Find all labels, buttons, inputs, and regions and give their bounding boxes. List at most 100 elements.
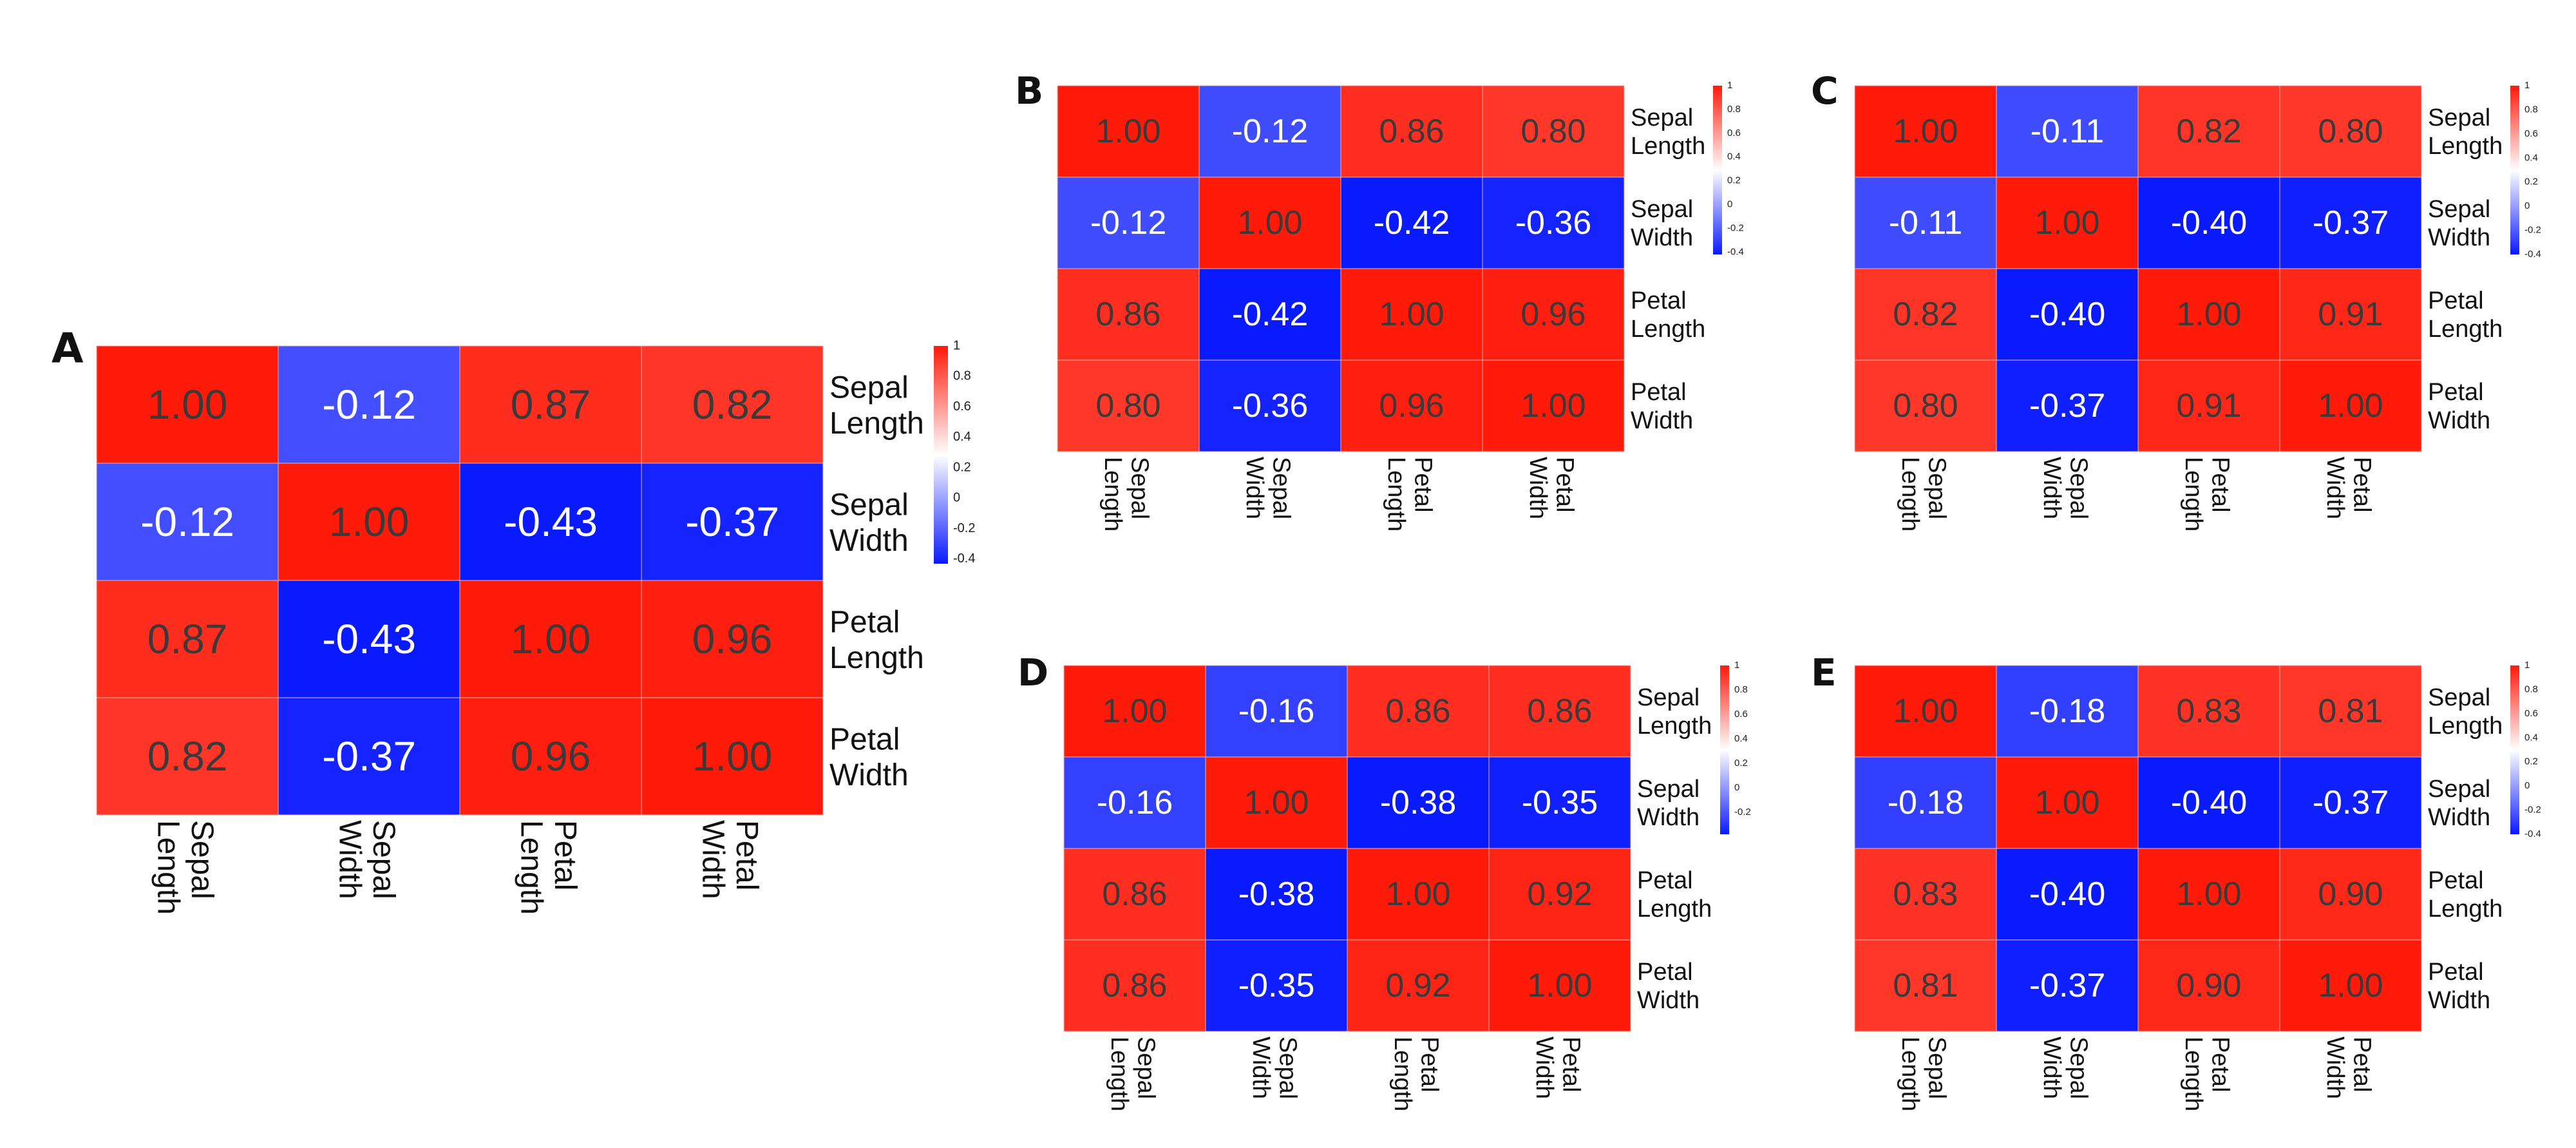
legend-tick-label: 1 — [1727, 80, 1732, 91]
heatmap-cell-value: 0.87 — [511, 381, 591, 428]
heatmap-cell — [2137, 177, 2280, 269]
heatmap-cell — [2137, 85, 2280, 178]
heatmap-cell-value: 1.00 — [1095, 113, 1160, 150]
heatmap-cell-value: 1.00 — [2176, 875, 2241, 913]
panel-letter: C — [1811, 69, 1839, 113]
heatmap-cell — [1198, 85, 1341, 178]
heatmap-panels: A 1.00 -0.12 0.87 0.82 -0.12 1.00 -0.43 -0.37 0.8… — [52, 69, 2541, 1111]
heatmap-cell-value: -0.36 — [1232, 387, 1309, 425]
legend-tick-label: -0.2 — [2524, 805, 2541, 816]
heatmap-cell-value: 0.80 — [1520, 113, 1586, 150]
legend-tick-label: 0.8 — [1734, 684, 1748, 695]
heatmap-cell — [2279, 848, 2422, 941]
row-label: Sepal Width — [2428, 776, 2490, 831]
heatmap-cell-value: -0.40 — [2171, 204, 2248, 242]
heatmap-cell — [278, 697, 460, 816]
heatmap-cell — [2279, 756, 2422, 849]
heatmap-cell-value: 0.86 — [1102, 967, 1167, 1004]
heatmap-cell — [641, 463, 824, 581]
heatmap-cell — [2137, 939, 2280, 1032]
heatmap-cell-value: 1.00 — [2318, 387, 2383, 425]
heatmap-cell — [1057, 177, 1200, 269]
legend-tick-label: 0.6 — [1727, 128, 1741, 139]
column-label: PetalLength — [2180, 457, 2234, 531]
legend-tick-label: 0.8 — [2524, 104, 2538, 115]
column-label: PetalLength — [2180, 1037, 2234, 1111]
legend-tick-label: -0.2 — [1734, 807, 1751, 818]
heatmap-cell-value: -0.12 — [1090, 204, 1167, 242]
heatmap-cell — [1057, 359, 1200, 452]
heatmap-cell-value: -0.37 — [685, 499, 779, 545]
row-label: Petal Length — [829, 605, 924, 674]
row-label: Sepal Width — [1637, 776, 1700, 831]
column-label: SepalLength — [151, 820, 219, 915]
legend-tick-label: 0.4 — [1734, 733, 1748, 744]
heatmap-cell-value: 0.82 — [2176, 113, 2241, 150]
column-label: PetalLength — [1389, 1037, 1443, 1111]
heatmap-cell — [641, 580, 824, 698]
heatmap-cell-value: 0.81 — [2318, 693, 2383, 730]
heatmap-cell — [2137, 848, 2280, 941]
heatmap-cell-value: 1.00 — [1244, 784, 1309, 821]
legend-tick-label: 0 — [2524, 780, 2530, 791]
heatmap-cell — [96, 463, 279, 581]
legend-tick-label: -0.4 — [953, 551, 975, 566]
heatmap-cell-value: 1.00 — [1527, 967, 1592, 1004]
column-label: PetalLength — [514, 820, 582, 915]
heatmap-cell-value: -0.35 — [1238, 967, 1315, 1004]
heatmap-panel-a: A 1.00 -0.12 0.87 0.82 -0.12 1.00 -0.43 -0.37 0.8… — [52, 325, 975, 915]
legend-tick-label: 0.4 — [953, 430, 971, 444]
heatmap-cell-value: -0.11 — [1889, 204, 1963, 242]
heatmap-cell-value: 1.00 — [1102, 693, 1167, 730]
legend-tick-label: -0.4 — [2524, 828, 2541, 839]
row-label: Petal Width — [2428, 379, 2490, 434]
heatmap-cell — [2279, 85, 2422, 178]
panel-letter: E — [1811, 651, 1837, 694]
heatmap-cell-value: -0.43 — [322, 616, 416, 662]
heatmap-cell — [641, 697, 824, 816]
heatmap-cell — [2279, 665, 2422, 758]
heatmap-cell — [278, 463, 460, 581]
heatmap-cell — [1482, 359, 1625, 452]
heatmap-cell-value: -0.42 — [1232, 296, 1309, 333]
row-label: Petal Length — [2428, 287, 2503, 343]
row-label: Sepal Length — [2428, 684, 2503, 740]
legend-tick-label: 0.6 — [1734, 709, 1748, 720]
heatmap-cell — [1996, 756, 2139, 849]
heatmap-cell-value: 0.83 — [1893, 875, 1958, 913]
heatmap-cell-value: 0.96 — [692, 616, 773, 662]
legend-tick-label: 0 — [1734, 782, 1739, 793]
heatmap-cell-value: 1.00 — [2034, 784, 2099, 821]
heatmap-cell — [1996, 939, 2139, 1032]
heatmap-cell-value: -0.37 — [322, 733, 416, 780]
heatmap-cell — [2279, 359, 2422, 452]
color-legend-bar — [934, 346, 948, 564]
heatmap-cell — [1347, 848, 1490, 941]
heatmap-cell-value: -0.18 — [1888, 784, 1964, 821]
column-label: PetalWidth — [2322, 457, 2376, 519]
row-label: Petal Width — [1637, 959, 1700, 1014]
column-label: SepalLength — [1897, 1037, 1951, 1111]
heatmap-cell — [459, 463, 642, 581]
legend-tick-label: -0.2 — [2524, 225, 2541, 236]
heatmap-cell — [2137, 268, 2280, 361]
heatmap-cell-value: 1.00 — [2318, 967, 2383, 1004]
heatmap-cell-value: 0.96 — [1520, 296, 1586, 333]
heatmap-cell — [1340, 177, 1483, 269]
row-label: Petal Length — [2428, 867, 2503, 923]
heatmap-cell — [1347, 665, 1490, 758]
column-label: PetalLength — [1383, 457, 1437, 531]
heatmap-cell-value: 0.90 — [2318, 875, 2383, 913]
panel-letter: B — [1015, 69, 1043, 113]
heatmap-cell-value: 0.96 — [511, 733, 591, 780]
heatmap-cell-value: -0.38 — [1380, 784, 1457, 821]
legend-tick-label: 1 — [1734, 660, 1739, 671]
heatmap-cell — [1488, 756, 1631, 849]
heatmap-cell-value: -0.18 — [2029, 693, 2106, 730]
legend-tick-label: 0 — [2524, 200, 2530, 211]
legend-tick-label: -0.4 — [2524, 249, 2541, 260]
heatmap-panel-c: C1.00 -0.11 0.82 0.80-0.11 1.00 -0.40 -0.370.8… — [1811, 69, 2541, 531]
heatmap-cell — [1854, 177, 1997, 269]
heatmap-cell-value: -0.42 — [1374, 204, 1450, 242]
